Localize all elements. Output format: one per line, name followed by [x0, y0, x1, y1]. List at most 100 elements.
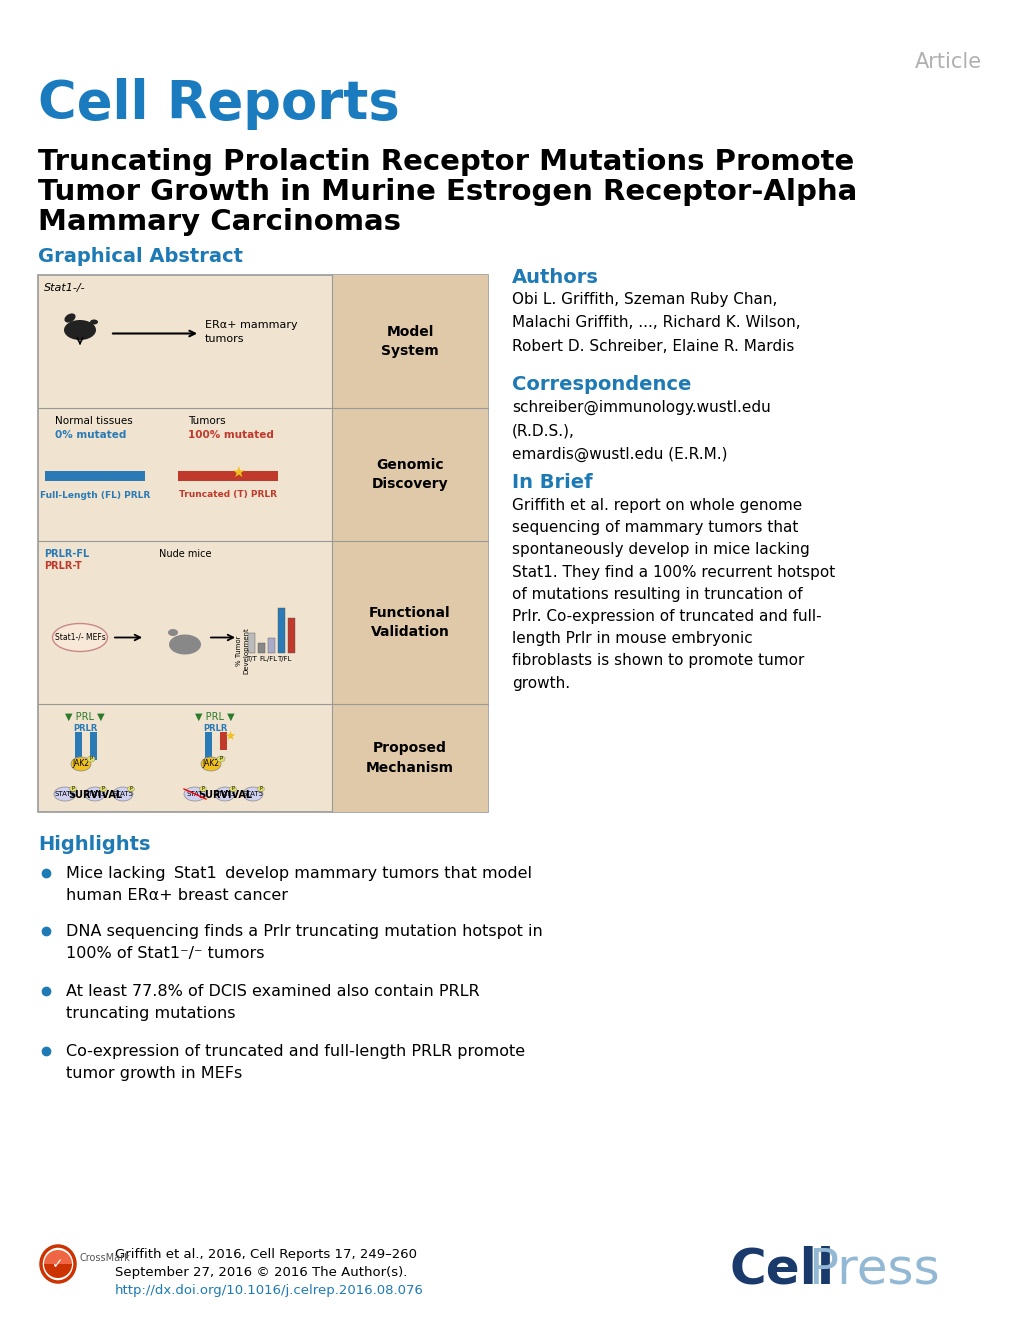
Ellipse shape — [168, 629, 178, 636]
Bar — [268, 637, 275, 653]
Text: Model
System: Model System — [381, 324, 438, 359]
Ellipse shape — [257, 786, 264, 792]
Wedge shape — [44, 1264, 72, 1278]
Text: PRLR: PRLR — [72, 724, 97, 733]
Text: Truncating Prolactin Receptor Mutations Promote: Truncating Prolactin Receptor Mutations … — [38, 148, 854, 176]
Ellipse shape — [217, 756, 225, 763]
Bar — [278, 608, 284, 653]
Ellipse shape — [85, 786, 105, 801]
Text: FL/FL: FL/FL — [259, 657, 277, 662]
Ellipse shape — [183, 786, 206, 801]
Text: Stat1-/-: Stat1-/- — [44, 283, 86, 293]
Text: % Tumor
Development: % Tumor Development — [236, 628, 250, 674]
Text: Full-Length (FL) PRLR: Full-Length (FL) PRLR — [40, 490, 150, 499]
Text: Co-expression of truncated and full-length PRLR promote
tumor growth in MEFs: Co-expression of truncated and full-leng… — [66, 1045, 525, 1080]
Ellipse shape — [113, 786, 132, 801]
Text: P: P — [71, 786, 74, 792]
Text: JAK2: JAK2 — [202, 760, 219, 768]
Text: ★: ★ — [231, 465, 245, 479]
Ellipse shape — [169, 634, 201, 654]
Text: Obi L. Griffith, Szeman Ruby Chan,
Malachi Griffith, ..., Richard K. Wilson,
Rob: Obi L. Griffith, Szeman Ruby Chan, Malac… — [512, 293, 800, 354]
Text: P: P — [259, 786, 262, 792]
Text: P: P — [202, 786, 204, 792]
Bar — [331, 542, 487, 704]
Text: Mammary Carcinomas: Mammary Carcinomas — [38, 208, 400, 236]
Text: Tumors: Tumors — [187, 416, 225, 426]
Text: P: P — [219, 756, 222, 761]
Text: Genomic
Discovery: Genomic Discovery — [371, 458, 448, 491]
Text: STAT5: STAT5 — [243, 790, 263, 797]
Ellipse shape — [87, 756, 95, 763]
Bar — [331, 275, 487, 408]
Text: Griffith et al., 2016, Cell Reports 17, 249–260: Griffith et al., 2016, Cell Reports 17, … — [115, 1249, 417, 1260]
Text: ✓: ✓ — [52, 1256, 64, 1271]
Text: 100% mutated: 100% mutated — [187, 430, 274, 440]
Text: Normal tissues: Normal tissues — [55, 416, 132, 426]
Ellipse shape — [215, 786, 234, 801]
Text: P: P — [129, 786, 132, 792]
Text: Stat1-/- MEFs: Stat1-/- MEFs — [55, 633, 105, 642]
Bar — [75, 732, 82, 760]
Text: Article: Article — [914, 52, 981, 71]
Bar — [38, 275, 487, 812]
Text: schreiber@immunology.wustl.edu
(R.D.S.),
emardis@wustl.edu (E.R.M.): schreiber@immunology.wustl.edu (R.D.S.),… — [512, 400, 770, 462]
Text: In Brief: In Brief — [512, 473, 592, 493]
Text: SURVIVAL: SURVIVAL — [198, 790, 252, 800]
Text: PRLR-FL: PRLR-FL — [44, 549, 90, 559]
Bar — [248, 633, 255, 653]
Text: Mice lacking  Stat1  develop mammary tumors that model
human ERα+ breast cancer: Mice lacking Stat1 develop mammary tumor… — [66, 866, 532, 903]
Ellipse shape — [200, 786, 206, 792]
Bar — [205, 732, 212, 760]
Bar — [331, 704, 487, 812]
Text: Functional
Validation: Functional Validation — [369, 606, 450, 639]
Text: Correspondence: Correspondence — [512, 375, 691, 395]
Text: ERα+ mammary: ERα+ mammary — [205, 319, 298, 330]
Ellipse shape — [100, 786, 106, 792]
Bar — [45, 470, 145, 481]
Text: T/T: T/T — [247, 657, 257, 662]
Text: Tumor Growth in Murine Estrogen Receptor-Alpha: Tumor Growth in Murine Estrogen Receptor… — [38, 177, 856, 207]
Bar — [287, 617, 294, 653]
Text: PRLR: PRLR — [203, 724, 227, 733]
Ellipse shape — [243, 786, 263, 801]
Ellipse shape — [41, 1246, 75, 1282]
Text: STAT1: STAT1 — [54, 790, 75, 797]
Text: tumors: tumors — [205, 334, 245, 343]
Text: Press: Press — [807, 1246, 938, 1294]
Ellipse shape — [90, 319, 98, 324]
Text: Highlights: Highlights — [38, 835, 151, 854]
Text: 0% mutated: 0% mutated — [55, 430, 126, 440]
Text: ▼ PRL ▼: ▼ PRL ▼ — [195, 712, 234, 722]
Ellipse shape — [127, 786, 135, 792]
Text: P: P — [231, 786, 234, 792]
Text: SURVIVAL: SURVIVAL — [68, 790, 122, 800]
Text: STAT: STAT — [186, 790, 203, 797]
Text: P: P — [102, 786, 104, 792]
Ellipse shape — [64, 320, 96, 340]
Ellipse shape — [229, 786, 236, 792]
Text: At least 77.8% of DCIS examined also contain PRLR
truncating mutations: At least 77.8% of DCIS examined also con… — [66, 984, 479, 1021]
Text: Cell: Cell — [730, 1246, 835, 1294]
Text: DNA sequencing finds a Prlr truncating mutation hotspot in
100% of Stat1⁻/⁻ tumo: DNA sequencing finds a Prlr truncating m… — [66, 924, 542, 961]
Text: STAT3: STAT3 — [214, 790, 235, 797]
Text: P: P — [90, 756, 93, 761]
Bar — [90, 732, 97, 760]
Text: http://dx.doi.org/10.1016/j.celrep.2016.08.076: http://dx.doi.org/10.1016/j.celrep.2016.… — [115, 1284, 424, 1298]
Bar — [178, 470, 278, 481]
Text: CrossMark: CrossMark — [79, 1253, 130, 1263]
Text: JAK2: JAK2 — [72, 760, 90, 768]
Text: Nude mice: Nude mice — [159, 549, 211, 559]
Ellipse shape — [71, 757, 91, 771]
Ellipse shape — [54, 786, 76, 801]
Text: ★: ★ — [224, 730, 235, 743]
Ellipse shape — [52, 624, 107, 651]
Text: September 27, 2016 © 2016 The Author(s).: September 27, 2016 © 2016 The Author(s). — [115, 1266, 407, 1279]
Text: Authors: Authors — [512, 267, 598, 287]
Text: Graphical Abstract: Graphical Abstract — [38, 248, 243, 266]
Text: Proposed
Mechanism: Proposed Mechanism — [366, 741, 453, 775]
Bar — [220, 732, 227, 749]
Ellipse shape — [201, 757, 221, 771]
Text: T/FL: T/FL — [276, 657, 291, 662]
Text: PRLR-T: PRLR-T — [44, 561, 82, 571]
Text: ▼ PRL ▼: ▼ PRL ▼ — [65, 712, 105, 722]
